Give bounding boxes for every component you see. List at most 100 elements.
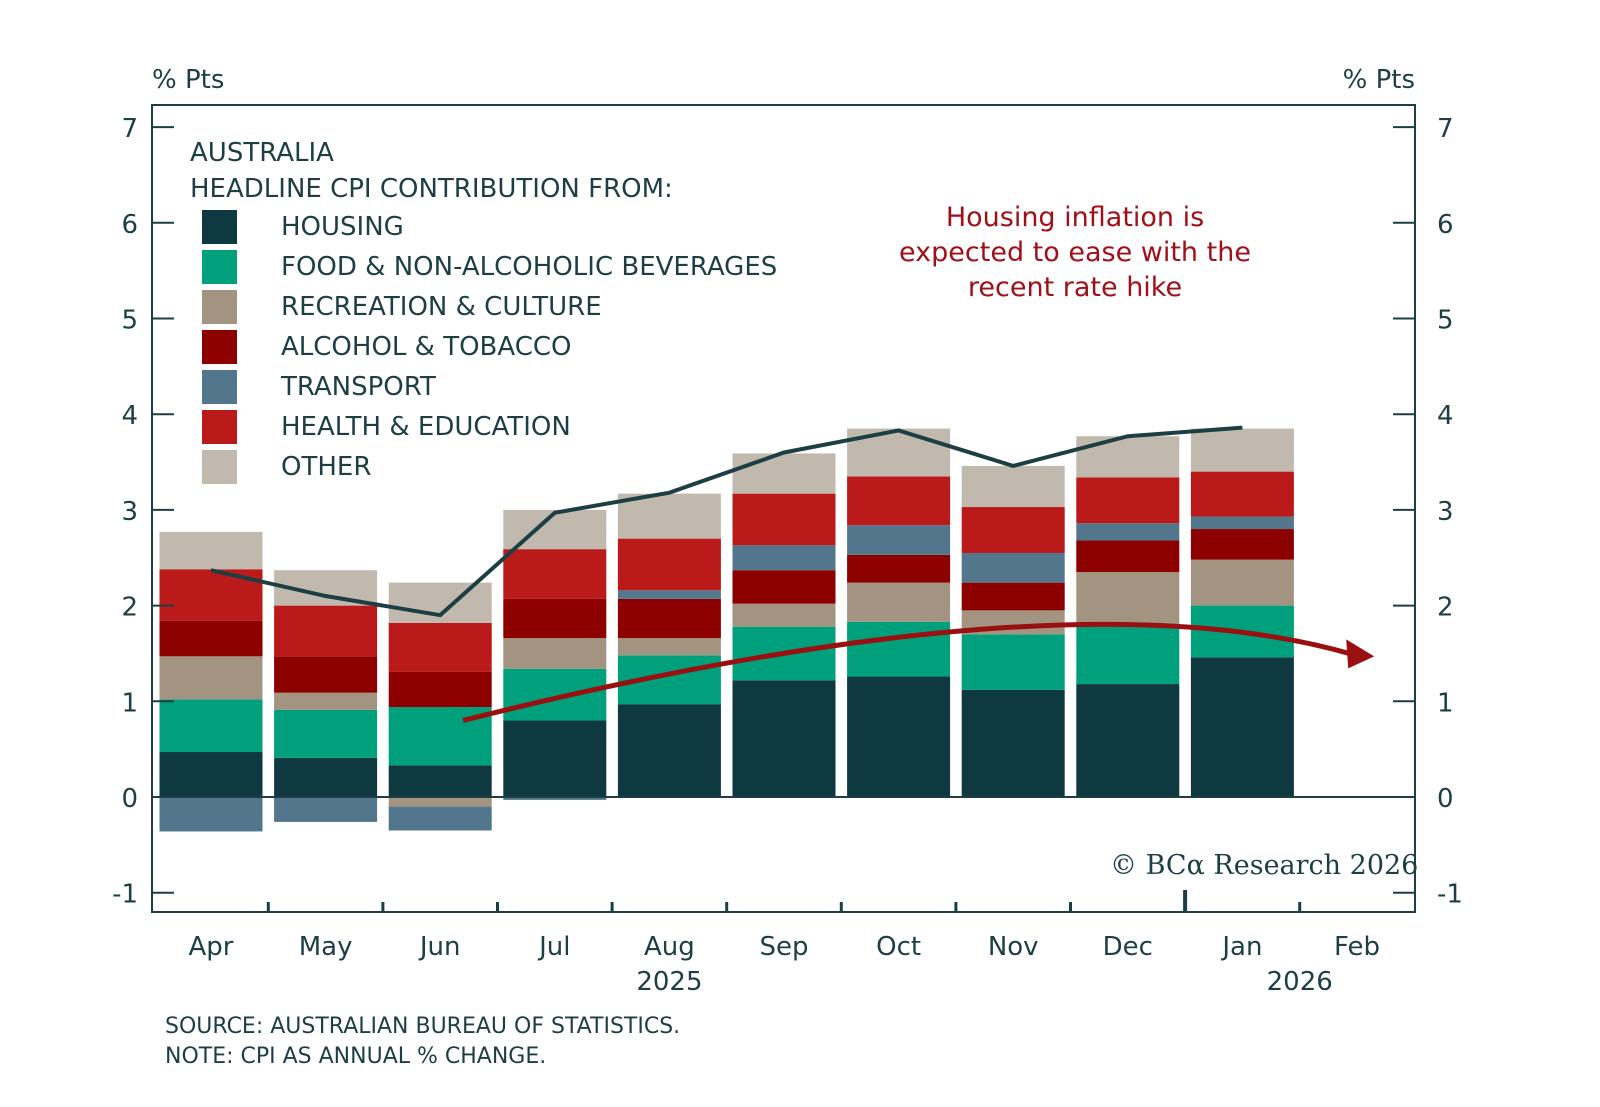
bar-segment-other xyxy=(159,531,263,570)
bar-segment-transport xyxy=(274,797,378,822)
bar-segment-alcohol-tobacco xyxy=(388,671,492,708)
legend-item: OTHER xyxy=(190,447,777,487)
legend-label: RECREATION & CULTURE xyxy=(281,292,602,322)
x-tick-label: Dec xyxy=(1103,932,1153,962)
x-tick-label: Nov xyxy=(988,932,1039,962)
bar-segment-food-non-alcoholic-beverages xyxy=(159,699,263,753)
bar-segment-housing xyxy=(732,680,836,797)
copyright: © BCα Research 2026 xyxy=(1110,850,1419,881)
bar-segment-recreation-culture xyxy=(1076,572,1180,627)
y-tick-label-right: 0 xyxy=(1437,784,1454,814)
annotation-line: expected to ease with the xyxy=(899,237,1251,268)
headline-cpi-line xyxy=(210,425,1243,618)
y-axis-label-right: % Pts xyxy=(1343,65,1415,95)
bar-segment-health-education xyxy=(732,493,836,546)
y-tick-label-left: 5 xyxy=(121,306,138,336)
bar-segment-health-education xyxy=(847,476,951,526)
bar-segment-health-education xyxy=(274,605,378,657)
bar-segment-transport xyxy=(961,552,1065,583)
bar-segment-housing xyxy=(274,757,378,797)
bar-segment-alcohol-tobacco xyxy=(961,582,1065,611)
bar-segment-transport xyxy=(847,525,951,555)
bar-segment-housing xyxy=(1190,657,1294,797)
y-tick-label-right: 3 xyxy=(1437,497,1454,527)
bar-segment-health-education xyxy=(1076,477,1180,524)
y-tick-label-right: 2 xyxy=(1437,593,1454,623)
y-tick-label-left: 4 xyxy=(121,401,138,431)
y-tick-label-right: 7 xyxy=(1437,114,1454,144)
bar-segment-transport xyxy=(732,545,836,571)
legend-swatch xyxy=(202,330,237,364)
bar-segment-recreation-culture xyxy=(847,582,951,622)
bar-segment-other xyxy=(961,465,1065,508)
y-tick-label-right: 5 xyxy=(1437,306,1454,336)
bar-segment-recreation-culture xyxy=(274,692,378,710)
annotation: Housing inflation is expected to ease wi… xyxy=(870,200,1280,305)
bar-segment-transport xyxy=(617,590,721,599)
y-tick-label-right: 4 xyxy=(1437,401,1454,431)
y-axis-label-left: % Pts xyxy=(152,65,224,95)
bar-segment-health-education xyxy=(388,622,492,672)
plot-frame xyxy=(151,104,1416,913)
x-tick-label: Feb xyxy=(1334,932,1380,962)
legend-label: HEALTH & EDUCATION xyxy=(281,412,571,442)
legend-label: HOUSING xyxy=(281,212,404,242)
bar-segment-recreation-culture xyxy=(503,638,607,669)
legend-swatch xyxy=(202,250,237,284)
legend-label: OTHER xyxy=(281,452,372,482)
bar-segment-alcohol-tobacco xyxy=(847,554,951,583)
bar-segment-recreation-culture xyxy=(388,797,492,807)
annotation-line: Housing inflation is xyxy=(945,202,1205,233)
bar-segment-recreation-culture xyxy=(732,603,836,627)
x-tick-label: Sep xyxy=(759,932,808,962)
bar-segment-transport xyxy=(159,797,263,832)
bar-segment-transport xyxy=(1190,516,1294,530)
legend-swatch xyxy=(202,290,237,324)
bar-segment-health-education xyxy=(503,549,607,599)
bar-segment-food-non-alcoholic-beverages xyxy=(503,668,607,721)
chart-title: AUSTRALIA xyxy=(190,138,334,168)
legend-swatch xyxy=(202,210,237,244)
bar-segment-transport xyxy=(1076,523,1180,541)
bar-segment-other xyxy=(1190,428,1294,472)
x-tick-label: Jul xyxy=(537,932,570,962)
bar-segment-housing xyxy=(388,765,492,797)
bar-segment-recreation-culture xyxy=(617,638,721,656)
legend-item: TRANSPORT xyxy=(190,367,777,407)
legend-item: FOOD & NON-ALCOHOLIC BEVERAGES xyxy=(190,247,777,287)
bar-segment-alcohol-tobacco xyxy=(1076,540,1180,573)
legend-swatch xyxy=(202,450,237,484)
bar-segment-alcohol-tobacco xyxy=(274,656,378,693)
housing-trend-arrow xyxy=(462,621,1353,723)
year-label: 2025 xyxy=(636,967,702,997)
bar-segment-food-non-alcoholic-beverages xyxy=(847,621,951,677)
y-tick-label-right: 6 xyxy=(1437,210,1454,240)
bar-segment-housing xyxy=(847,676,951,797)
bar-segment-other xyxy=(1076,436,1180,478)
legend-label: ALCOHOL & TOBACCO xyxy=(281,332,572,362)
x-tick-label: May xyxy=(299,932,353,962)
year-label: 2026 xyxy=(1267,967,1333,997)
bar-segment-transport xyxy=(388,806,492,831)
legend-item: HEALTH & EDUCATION xyxy=(190,407,777,447)
bar-segment-alcohol-tobacco xyxy=(1190,529,1294,560)
x-tick-label: Jun xyxy=(418,932,461,962)
y-tick-label-right: -1 xyxy=(1437,880,1463,910)
source-note: SOURCE: AUSTRALIAN BUREAU OF STATISTICS. xyxy=(165,1014,681,1039)
bar-segment-recreation-culture xyxy=(1190,559,1294,606)
bar-segment-health-education xyxy=(961,507,1065,553)
y-tick-label-left: 0 xyxy=(121,784,138,814)
bar-segment-health-education xyxy=(617,538,721,591)
legend-swatch xyxy=(202,370,237,404)
legend-label: TRANSPORT xyxy=(281,372,436,402)
x-tick-label: Jan xyxy=(1220,932,1262,962)
bar-segment-food-non-alcoholic-beverages xyxy=(961,634,1065,690)
bar-segment-health-education xyxy=(1190,471,1294,517)
chart-subtitle: HEADLINE CPI CONTRIBUTION FROM: xyxy=(190,174,673,204)
x-tick-label: Apr xyxy=(189,932,234,962)
bar-segment-alcohol-tobacco xyxy=(732,570,836,604)
bar-segment-housing xyxy=(1076,684,1180,797)
legend-swatch xyxy=(202,410,237,444)
footer: SOURCE: AUSTRALIAN BUREAU OF STATISTICS.… xyxy=(165,1012,680,1072)
